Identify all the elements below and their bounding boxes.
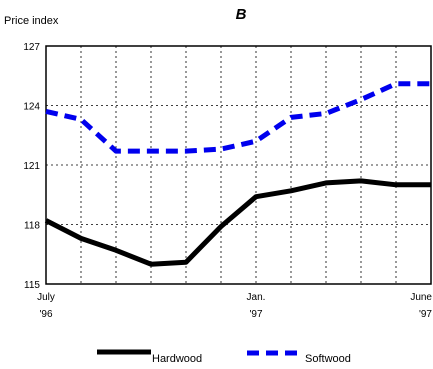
x-tick-label: '97 bbox=[419, 309, 432, 320]
y-tick-label: 124 bbox=[23, 102, 40, 113]
series-line-hardwood bbox=[44, 178, 431, 267]
y-tick-label: 118 bbox=[24, 221, 40, 232]
x-tick-label: '97 bbox=[249, 309, 262, 320]
y-tick-label: 121 bbox=[23, 161, 40, 172]
y-tick-label: 115 bbox=[24, 280, 40, 291]
y-tick-label: 127 bbox=[23, 42, 40, 53]
legend-label-softwood: Softwood bbox=[305, 353, 351, 365]
x-tick-label: July bbox=[37, 292, 55, 303]
gridlines bbox=[46, 46, 431, 284]
plot-frame bbox=[45, 45, 432, 285]
legend-label-hardwood: Hardwood bbox=[152, 353, 202, 365]
series-line-softwood bbox=[45, 81, 431, 154]
x-tick-labels: July '96 Jan. '97 June '97 bbox=[37, 292, 432, 320]
chart-title: B bbox=[236, 6, 247, 23]
x-tick-label: '96 bbox=[39, 309, 52, 320]
x-tick-label: Jan. bbox=[247, 292, 266, 303]
y-axis-title: Price index bbox=[4, 15, 59, 27]
legend: Hardwood Softwood bbox=[97, 349, 351, 365]
y-tick-labels: 115 118 121 124 127 bbox=[23, 42, 40, 291]
series-layer bbox=[44, 81, 431, 267]
x-tick-label: June bbox=[410, 292, 432, 303]
